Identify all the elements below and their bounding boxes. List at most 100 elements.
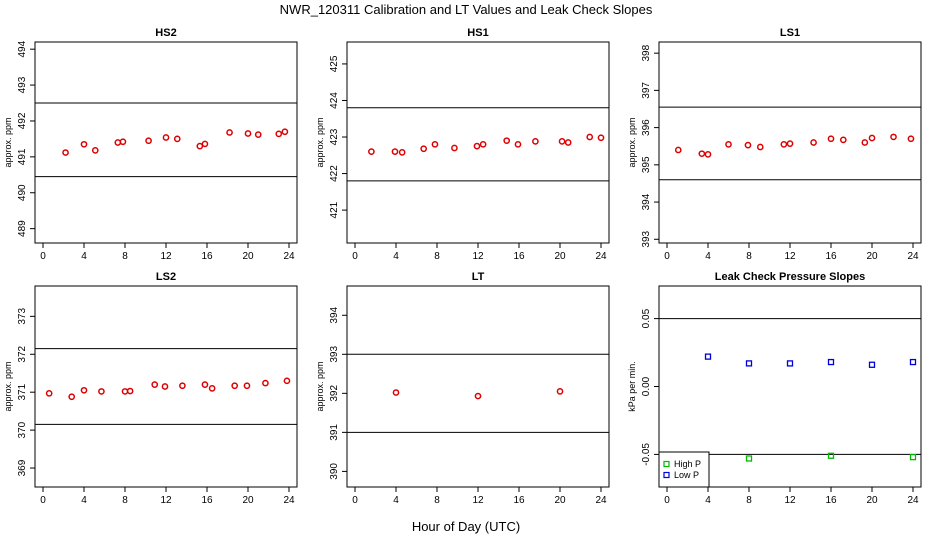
data-point bbox=[201, 381, 209, 388]
y-tick-label: 396 bbox=[641, 119, 652, 136]
data-point bbox=[179, 382, 186, 390]
panel-title: LS2 bbox=[156, 271, 176, 283]
y-tick-label: 393 bbox=[329, 346, 340, 363]
data-point bbox=[119, 138, 127, 146]
data-point bbox=[810, 139, 817, 146]
data-point bbox=[80, 386, 88, 394]
x-tick-label: 16 bbox=[513, 251, 525, 262]
x-tick-label: 0 bbox=[40, 495, 46, 506]
data-point bbox=[907, 135, 915, 143]
panels-group: HS2 0 4 8 12 16 20 24 489 490 491 492 493 494 approx. … bbox=[3, 27, 922, 506]
y-tick-label: 492 bbox=[17, 112, 28, 129]
data-point bbox=[744, 141, 752, 149]
data-point bbox=[231, 382, 239, 390]
x-tick-label: 8 bbox=[434, 495, 440, 506]
y-tick-label: -0.05 bbox=[641, 443, 652, 466]
y-axis-label: approx. ppm bbox=[315, 117, 325, 167]
panel-lt: LT 0 4 8 12 16 20 24 390 391 392 393 394 approx. ppm bbox=[315, 271, 610, 506]
x-tick-label: 8 bbox=[746, 495, 752, 506]
y-tick-label: 369 bbox=[17, 459, 28, 476]
data-point bbox=[503, 137, 511, 145]
data-point bbox=[514, 140, 522, 148]
x-tick-label: 24 bbox=[595, 251, 607, 262]
y-tick-label: 392 bbox=[329, 385, 340, 402]
data-point bbox=[201, 140, 209, 148]
data-point bbox=[254, 131, 262, 138]
data-point bbox=[145, 137, 152, 145]
data-point bbox=[162, 134, 170, 141]
y-tick-label: 391 bbox=[329, 424, 340, 441]
panel-leak-check-pressure-slopes: Leak Check Pressure Slopes 0 4 8 12 16 20 24 -0.… bbox=[627, 271, 922, 506]
data-point bbox=[745, 455, 753, 462]
data-point bbox=[262, 379, 269, 387]
x-tick-label: 12 bbox=[784, 495, 796, 506]
x-tick-label: 20 bbox=[554, 251, 566, 262]
x-tick-label: 24 bbox=[595, 495, 607, 506]
y-tick-label: 489 bbox=[17, 220, 28, 237]
y-tick-label: 398 bbox=[641, 44, 652, 61]
data-point bbox=[283, 377, 291, 385]
x-tick-label: 24 bbox=[907, 251, 919, 262]
y-tick-label: 372 bbox=[17, 345, 28, 362]
data-point bbox=[161, 383, 169, 390]
data-point bbox=[208, 385, 216, 392]
x-tick-label: 0 bbox=[352, 495, 358, 506]
data-point bbox=[275, 130, 283, 138]
plot-frame bbox=[346, 285, 610, 488]
data-point bbox=[173, 135, 181, 143]
x-tick-label: 16 bbox=[825, 251, 837, 262]
y-tick-label: 370 bbox=[17, 421, 28, 438]
x-tick-label: 16 bbox=[201, 495, 213, 506]
plot-frame bbox=[34, 285, 298, 488]
data-point bbox=[868, 361, 876, 368]
data-point bbox=[473, 142, 481, 150]
data-point bbox=[786, 360, 794, 367]
x-tick-label: 4 bbox=[393, 251, 399, 262]
y-axis-label: approx. ppm bbox=[3, 117, 13, 167]
y-tick-label: 0.05 bbox=[641, 308, 652, 328]
x-tick-label: 4 bbox=[705, 251, 711, 262]
x-tick-label: 4 bbox=[393, 495, 399, 506]
plot-frame bbox=[34, 41, 298, 244]
x-tick-label: 16 bbox=[513, 495, 525, 506]
y-axis-label: approx. ppm bbox=[315, 361, 325, 411]
plot-frame bbox=[658, 41, 922, 244]
data-point bbox=[431, 140, 439, 148]
data-point bbox=[564, 139, 572, 146]
y-axis-label: approx. ppm bbox=[3, 361, 13, 411]
x-tick-label: 24 bbox=[283, 251, 295, 262]
x-tick-label: 12 bbox=[472, 251, 484, 262]
y-tick-label: 393 bbox=[641, 230, 652, 247]
data-point bbox=[62, 149, 69, 156]
x-tick-label: 8 bbox=[434, 251, 440, 262]
y-axis-label: kPa per min. bbox=[627, 361, 637, 412]
y-tick-label: 394 bbox=[641, 193, 652, 210]
data-point bbox=[91, 147, 99, 154]
data-point bbox=[704, 151, 712, 158]
data-point bbox=[839, 136, 847, 144]
y-tick-label: 373 bbox=[17, 308, 28, 325]
data-point bbox=[725, 141, 732, 148]
data-point bbox=[704, 353, 712, 360]
y-tick-label: 490 bbox=[17, 184, 28, 201]
legend-label: Low P bbox=[674, 470, 699, 480]
panel-ls1: LS1 0 4 8 12 16 20 24 393 394 395 396 397 398 approx. … bbox=[627, 27, 922, 262]
y-tick-label: 425 bbox=[329, 55, 340, 72]
data-point bbox=[451, 144, 458, 152]
data-point bbox=[479, 140, 487, 148]
x-tick-label: 8 bbox=[122, 495, 128, 506]
data-point bbox=[868, 134, 876, 142]
data-point bbox=[698, 150, 706, 158]
legend-box bbox=[658, 451, 710, 488]
data-point bbox=[68, 393, 76, 401]
data-point bbox=[756, 143, 764, 151]
data-point bbox=[151, 381, 159, 388]
x-tick-label: 20 bbox=[242, 251, 254, 262]
panel-title: LS1 bbox=[780, 27, 800, 39]
data-point bbox=[597, 134, 605, 142]
panel-ls2: LS2 0 4 8 12 16 20 24 369 370 371 372 373 approx. ppm bbox=[3, 271, 298, 506]
data-point bbox=[745, 360, 753, 367]
data-point bbox=[674, 146, 682, 154]
panel-title: LT bbox=[472, 271, 485, 283]
